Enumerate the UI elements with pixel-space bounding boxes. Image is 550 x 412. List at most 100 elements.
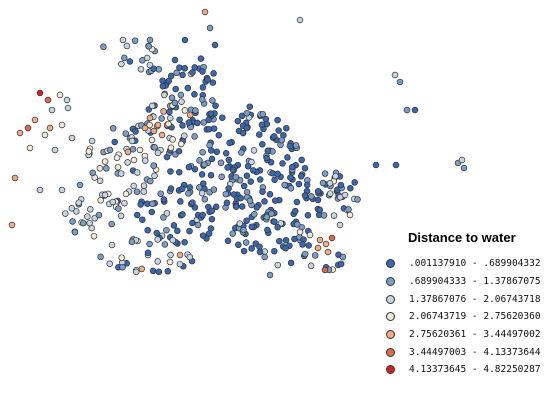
sample-point (250, 147, 258, 154)
sample-point (403, 106, 411, 114)
sample-point (106, 260, 113, 268)
sample-point (222, 150, 230, 157)
legend: Distance to water .001137910 - .68990433… (386, 230, 546, 379)
sample-point (185, 163, 193, 171)
sample-point (191, 133, 198, 140)
sample-point (198, 189, 206, 197)
sample-point (150, 65, 157, 72)
sample-point (185, 119, 193, 126)
sample-point (223, 199, 231, 207)
sample-point (199, 68, 206, 75)
sample-point (177, 140, 185, 148)
sample-point (137, 201, 144, 208)
sample-point (189, 219, 196, 227)
sample-point (186, 184, 194, 191)
sample-point (141, 157, 149, 164)
sample-point (303, 181, 311, 189)
sample-point (62, 210, 69, 217)
sample-point (242, 239, 250, 246)
legend-swatch-5 (386, 330, 395, 340)
sample-point (201, 161, 208, 168)
sample-point (207, 171, 215, 179)
sample-point (263, 213, 271, 221)
sample-point (328, 234, 336, 242)
sample-point (332, 172, 339, 180)
sample-point (266, 191, 274, 198)
sample-point (129, 146, 137, 153)
sample-point (36, 186, 44, 194)
sample-point (319, 179, 327, 187)
sample-point (207, 147, 215, 154)
sample-point (163, 210, 171, 217)
sample-point (26, 144, 34, 152)
sample-point (345, 206, 352, 213)
sample-point (209, 97, 216, 104)
sample-point (58, 186, 66, 194)
sample-point (316, 236, 324, 244)
sample-point (282, 244, 289, 252)
sample-point (264, 226, 271, 234)
sample-point (200, 180, 207, 187)
sample-point (259, 141, 266, 148)
sample-point (238, 203, 246, 210)
sample-point (31, 116, 39, 124)
sample-point (176, 168, 183, 176)
sample-point (259, 110, 266, 118)
sample-point (212, 102, 219, 109)
sample-point (281, 181, 288, 189)
sample-point (103, 165, 110, 172)
sample-point (301, 250, 309, 258)
sample-point (118, 254, 125, 261)
sample-point (196, 157, 203, 164)
sample-point (266, 271, 274, 279)
sample-point (322, 240, 330, 248)
sample-point (296, 228, 304, 236)
sample-point (292, 207, 299, 215)
sample-point (320, 212, 328, 219)
sample-point (173, 69, 180, 77)
sample-point (145, 43, 153, 50)
sample-point (311, 252, 319, 259)
sample-point (56, 91, 64, 99)
sample-point (146, 36, 154, 44)
sample-point (114, 163, 122, 171)
sample-point (271, 197, 279, 204)
sample-point (146, 121, 153, 129)
sample-point (274, 261, 282, 269)
sample-point (201, 8, 209, 16)
sample-point (239, 129, 247, 137)
sample-point (168, 94, 176, 102)
sample-point (176, 116, 183, 123)
sample-point (210, 186, 218, 193)
sample-point (117, 212, 125, 220)
sample-point (166, 258, 174, 266)
sample-point (194, 119, 201, 127)
sample-point (108, 220, 115, 228)
sample-point (232, 203, 240, 210)
legend-swatch-4 (386, 312, 395, 322)
sample-point (210, 70, 217, 77)
legend-swatch-1 (386, 259, 395, 269)
sample-point (229, 230, 236, 237)
sample-point (276, 237, 283, 245)
sample-point (101, 158, 109, 165)
sample-point (337, 260, 345, 268)
sample-point (248, 223, 256, 230)
sample-point (167, 251, 174, 259)
sample-point (234, 117, 242, 125)
sample-point (164, 268, 172, 275)
sample-point (210, 125, 218, 132)
sample-point (208, 215, 216, 223)
sample-point (217, 159, 225, 167)
sample-point (271, 247, 278, 255)
sample-point (198, 171, 206, 178)
sample-point (460, 164, 468, 172)
sample-point (133, 188, 141, 195)
sample-point (179, 122, 186, 129)
sample-point (396, 78, 404, 86)
sample-point (230, 191, 238, 198)
sample-point (215, 131, 223, 139)
legend-label-2: .689904333 - 1.37867075 (409, 276, 541, 288)
sample-point (209, 79, 217, 86)
sample-point (218, 173, 225, 181)
